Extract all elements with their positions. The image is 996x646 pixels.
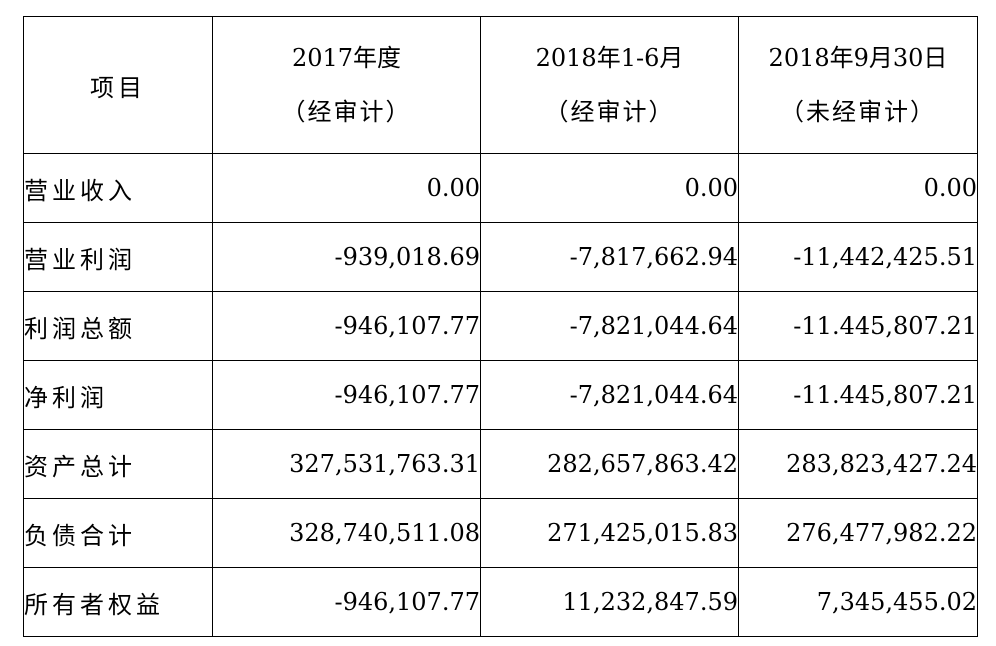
cell-value: 271,425,015.83 — [480, 498, 739, 568]
header-col-20180930: 2018年9月30日 （未经审计） — [738, 16, 978, 154]
cell-value: -7,821,044.64 — [480, 291, 739, 361]
header-item: 项目 — [23, 16, 213, 154]
row-label: 净利润 — [23, 360, 213, 430]
cell-value: 11,232,847.59 — [480, 567, 739, 637]
cell-value: 328,740,511.08 — [212, 498, 481, 568]
cell-value: 276,477,982.22 — [738, 498, 978, 568]
table-row: 所有者权益 -946,107.77 11,232,847.59 7,345,45… — [23, 567, 978, 637]
cell-value: 0.00 — [480, 153, 739, 223]
cell-value: -11.445,807.21 — [738, 291, 978, 361]
header-col-2018h1: 2018年1-6月 （经审计） — [480, 16, 739, 154]
table-row: 营业利润 -939,018.69 -7,817,662.94 -11,442,4… — [23, 222, 978, 292]
cell-value: -946,107.77 — [212, 291, 481, 361]
cell-value: 7,345,455.02 — [738, 567, 978, 637]
cell-value: -946,107.77 — [212, 360, 481, 430]
cell-value: -946,107.77 — [212, 567, 481, 637]
table-row: 利润总额 -946,107.77 -7,821,044.64 -11.445,8… — [23, 291, 978, 361]
cell-value: 282,657,863.42 — [480, 429, 739, 499]
cell-value: 0.00 — [212, 153, 481, 223]
cell-value: 0.00 — [738, 153, 978, 223]
row-label: 营业利润 — [23, 222, 213, 292]
row-label: 负债合计 — [23, 498, 213, 568]
cell-value: 283,823,427.24 — [738, 429, 978, 499]
header-col-2017: 2017年度 （经审计） — [212, 16, 481, 154]
table-row: 资产总计 327,531,763.31 282,657,863.42 283,8… — [23, 429, 978, 499]
header-period: 2018年9月30日 — [768, 44, 948, 72]
row-label: 营业收入 — [23, 153, 213, 223]
header-audit-status: （经审计） — [281, 98, 412, 126]
table-row: 净利润 -946,107.77 -7,821,044.64 -11.445,80… — [23, 360, 978, 430]
table-row: 营业收入 0.00 0.00 0.00 — [23, 153, 978, 223]
cell-value: -11.445,807.21 — [738, 360, 978, 430]
header-period: 2017年度 — [291, 44, 402, 72]
row-label: 资产总计 — [23, 429, 213, 499]
header-period: 2018年1-6月 — [535, 44, 684, 72]
financial-summary-table: 项目 2017年度 （经审计） 2018年1-6月 （经审计） 2018年9月3… — [23, 16, 978, 637]
cell-value: -7,821,044.64 — [480, 360, 739, 430]
header-audit-status: （经审计） — [544, 98, 675, 126]
header-row: 项目 2017年度 （经审计） 2018年1-6月 （经审计） 2018年9月3… — [23, 16, 978, 154]
table-row: 负债合计 328,740,511.08 271,425,015.83 276,4… — [23, 498, 978, 568]
cell-value: -7,817,662.94 — [480, 222, 739, 292]
cell-value: -11,442,425.51 — [738, 222, 978, 292]
row-label: 所有者权益 — [23, 567, 213, 637]
header-audit-status: （未经审计） — [780, 98, 936, 126]
cell-value: 327,531,763.31 — [212, 429, 481, 499]
cell-value: -939,018.69 — [212, 222, 481, 292]
row-label: 利润总额 — [23, 291, 213, 361]
